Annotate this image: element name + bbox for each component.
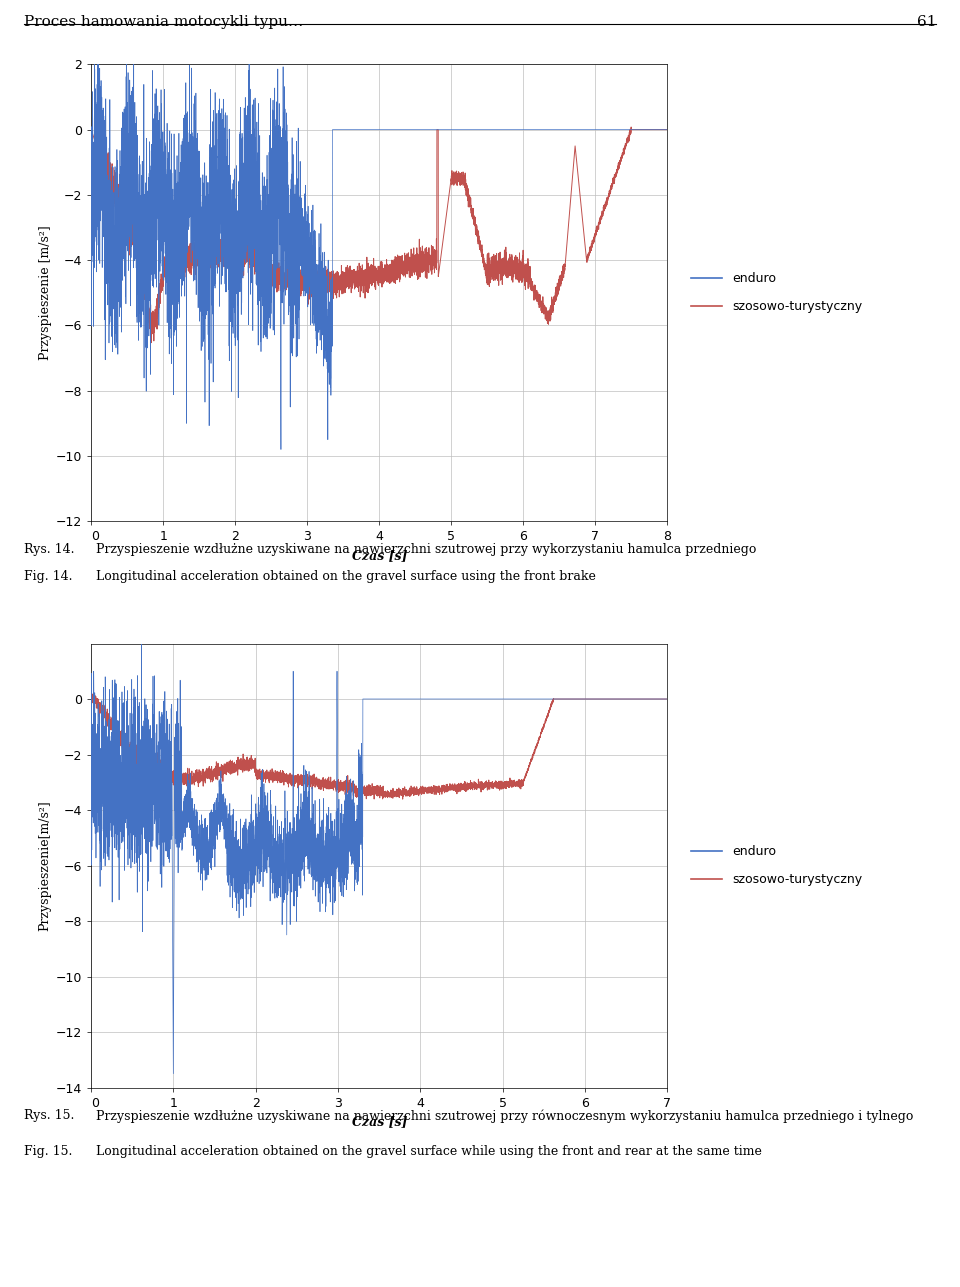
X-axis label: Czas [s]: Czas [s] [351, 548, 407, 562]
Text: Longitudinal acceleration obtained on the gravel surface using the front brake: Longitudinal acceleration obtained on th… [96, 570, 596, 583]
Text: Przyspieszenie wzdłużne uzyskiwane na nawierzchni szutrowej przy równoczesnym wy: Przyspieszenie wzdłużne uzyskiwane na na… [96, 1109, 913, 1122]
Text: Fig. 14.: Fig. 14. [24, 570, 73, 583]
Text: Fig. 15.: Fig. 15. [24, 1145, 72, 1158]
Y-axis label: Przyspieszenie[m/s²]: Przyspieszenie[m/s²] [38, 801, 52, 931]
Text: Proces hamowania motocykli typu…: Proces hamowania motocykli typu… [24, 15, 303, 30]
X-axis label: Czas [s]: Czas [s] [351, 1115, 407, 1129]
Text: Rys. 15.: Rys. 15. [24, 1109, 74, 1122]
Text: Rys. 14.: Rys. 14. [24, 543, 75, 556]
Text: Przyspieszenie wzdłużne uzyskiwane na nawierzchni szutrowej przy wykorzystaniu h: Przyspieszenie wzdłużne uzyskiwane na na… [96, 543, 756, 556]
Text: Longitudinal acceleration obtained on the gravel surface while using the front a: Longitudinal acceleration obtained on th… [96, 1145, 762, 1158]
Y-axis label: Przyspieszenie [m/s²]: Przyspieszenie [m/s²] [38, 225, 52, 360]
Legend: enduro, szosowo-turystyczny: enduro, szosowo-turystyczny [691, 273, 862, 313]
Text: 61: 61 [917, 15, 936, 30]
Legend: enduro, szosowo-turystyczny: enduro, szosowo-turystyczny [691, 846, 862, 885]
